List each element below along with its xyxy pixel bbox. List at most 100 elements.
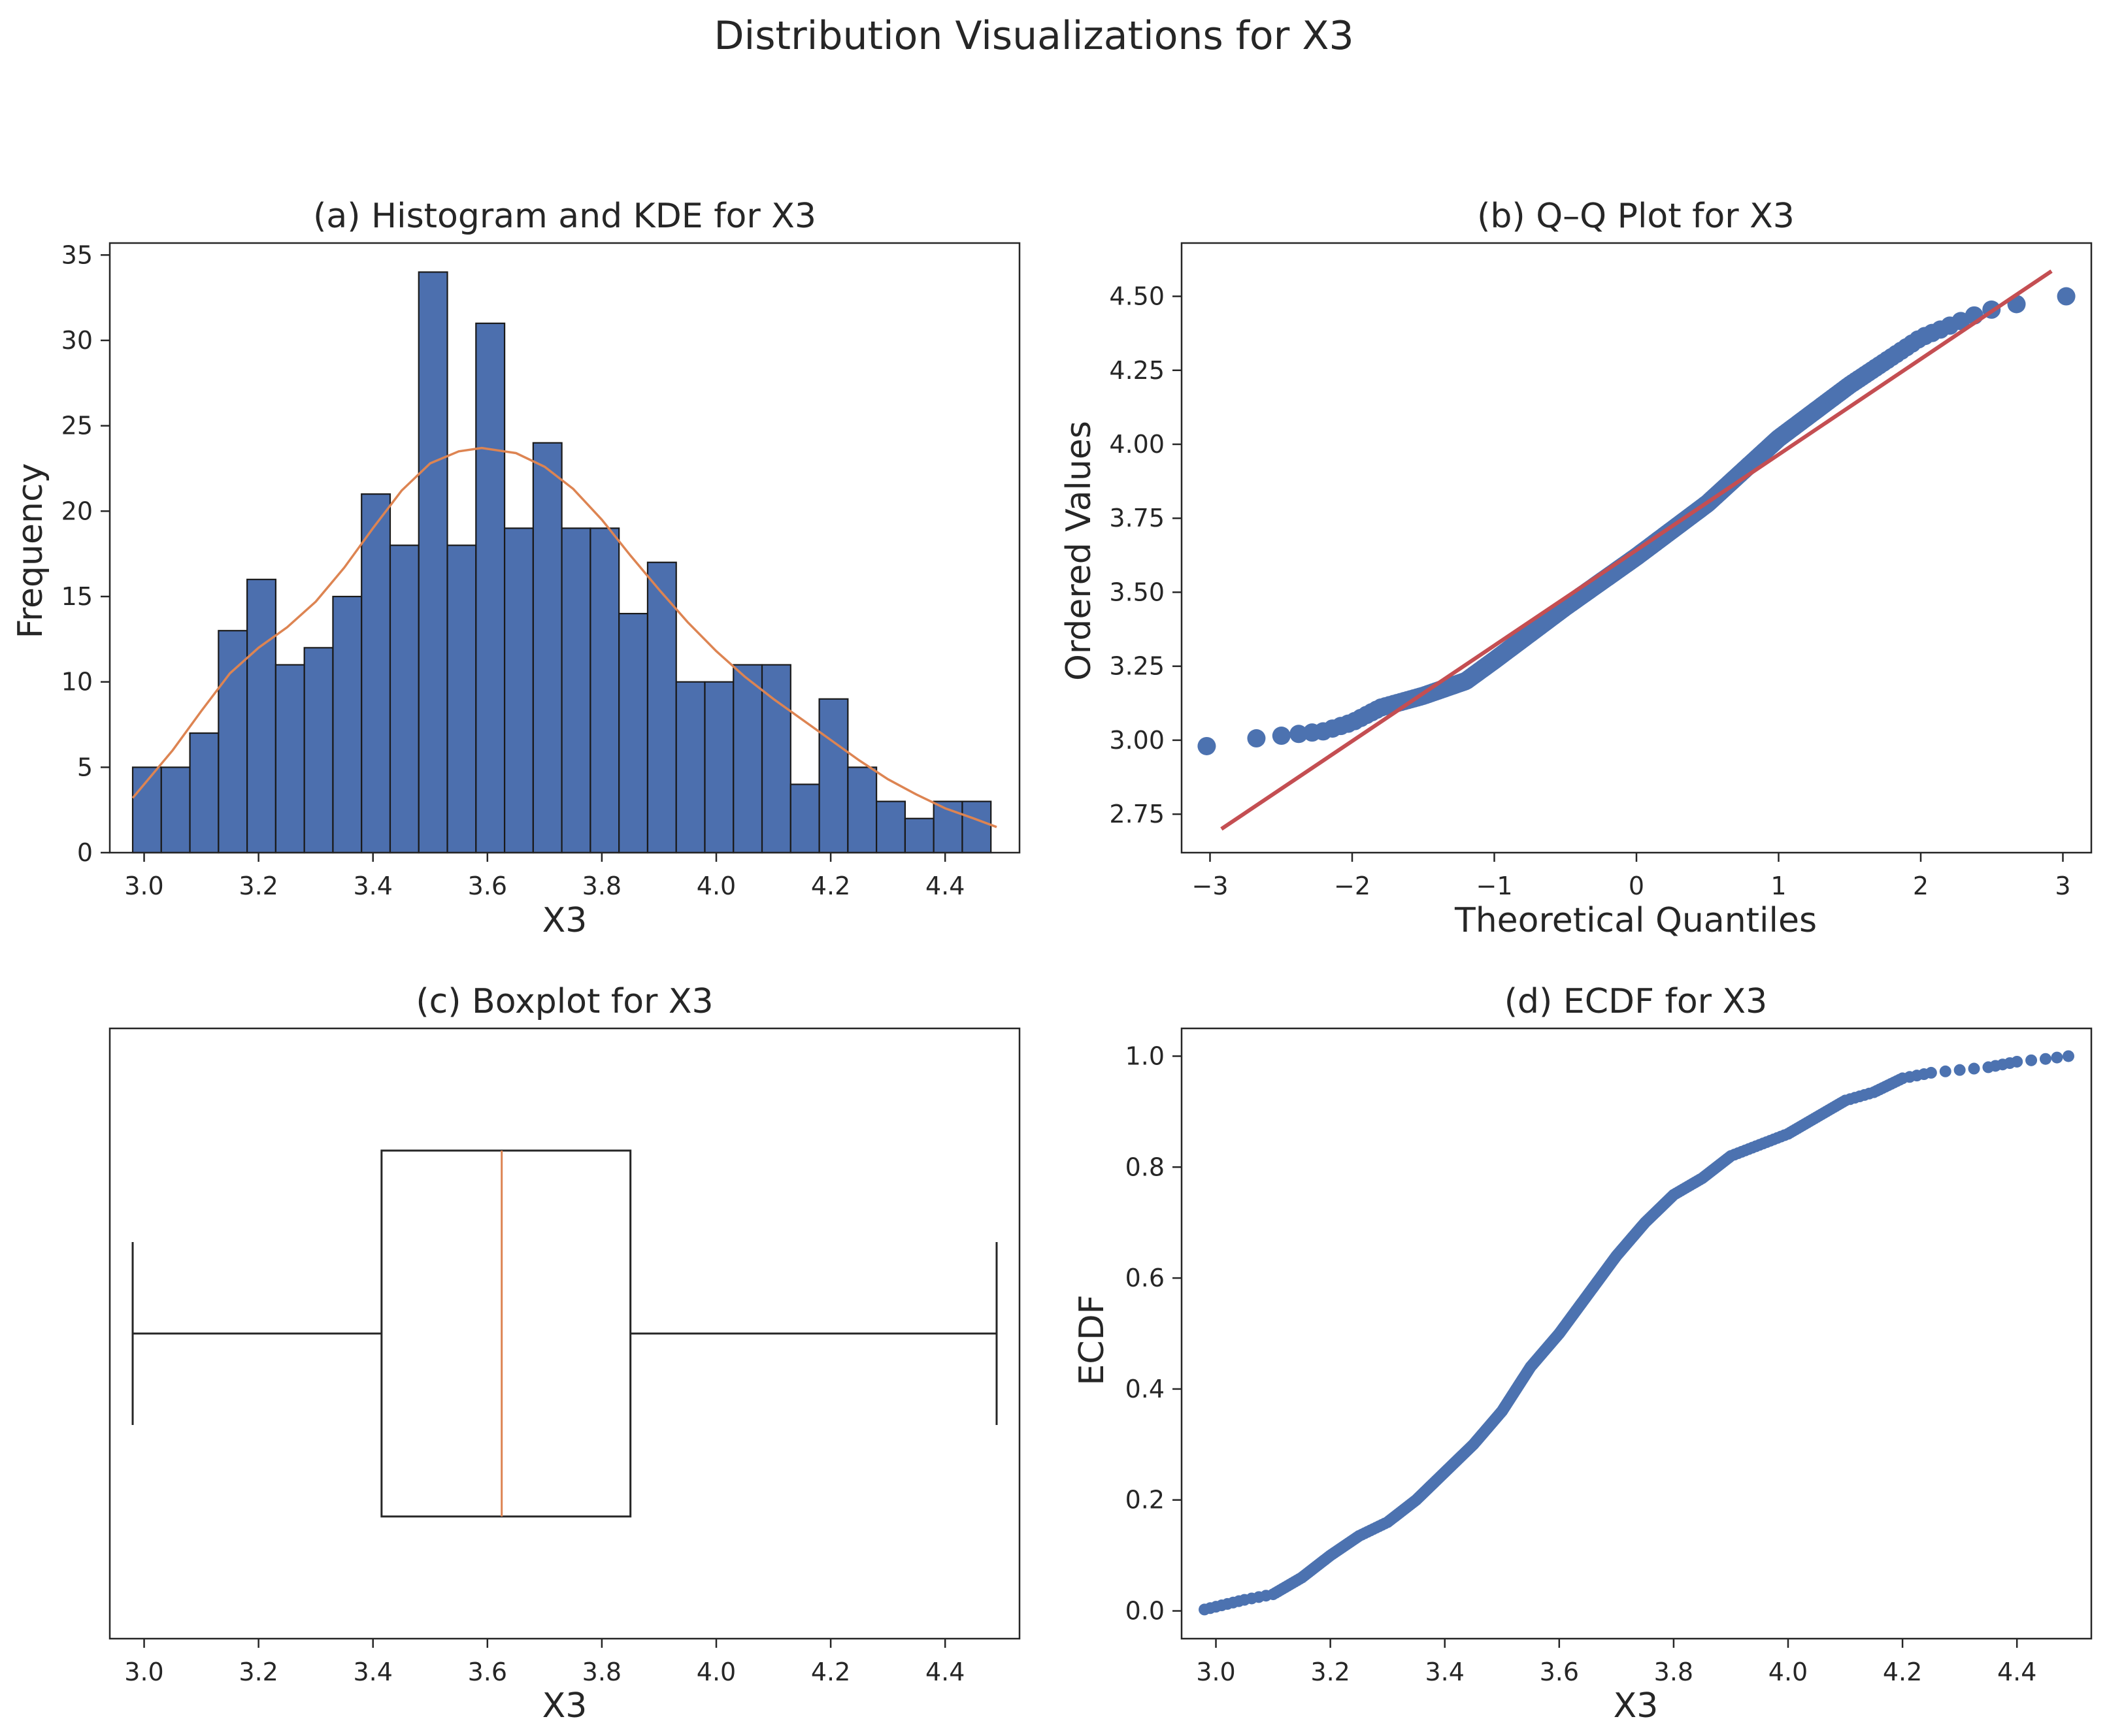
histogram-y-tick-label: 15 — [61, 582, 93, 611]
qq-x-tick-label: 0 — [1629, 872, 1644, 900]
boxplot-x-label: X3 — [542, 1686, 588, 1726]
ecdf-point — [2011, 1055, 2023, 1068]
qq-x-ticks: −3 −2 −1 0 1 2 3 — [1191, 853, 2071, 900]
ecdf-y-tick-label: 0.0 — [1125, 1597, 1165, 1626]
qq-x-tick-label: 1 — [1770, 872, 1786, 900]
histogram-bar — [475, 322, 506, 854]
ecdf-point — [2051, 1051, 2063, 1064]
histogram-y-tick-label: 25 — [61, 412, 93, 440]
histogram-bar — [361, 493, 391, 854]
histogram-x-tick-label: 3.6 — [468, 872, 507, 900]
histogram-bar — [789, 783, 820, 854]
qq-y-tick-label: 3.75 — [1109, 504, 1165, 532]
ecdf-point — [1953, 1064, 1966, 1076]
qq-reference-line — [1220, 269, 2053, 831]
histogram-y-tick-label: 5 — [77, 753, 93, 781]
ecdf-x-tick-label: 3.2 — [1310, 1658, 1350, 1686]
ecdf-x-tick-label: 3.0 — [1196, 1658, 1235, 1686]
boxplot-title: (c) Boxplot for X3 — [416, 982, 713, 1021]
iqr-box — [380, 1149, 632, 1518]
ecdf-y-tick-label: 0.2 — [1125, 1486, 1165, 1515]
qq-point — [1272, 727, 1291, 745]
qq-x-tick-label: −3 — [1191, 872, 1228, 900]
qq-y-tick-label: 3.25 — [1109, 652, 1165, 681]
histogram-title: (a) Histogram and KDE for X3 — [313, 197, 816, 236]
histogram-bar — [961, 800, 992, 854]
qq-y-tick-label: 4.00 — [1109, 430, 1165, 459]
histogram-bar — [503, 527, 534, 854]
ecdf-y-ticks: 0.0 0.2 0.4 0.6 0.8 1.0 — [1125, 1041, 1182, 1626]
qq-y-tick-label: 4.50 — [1109, 282, 1165, 311]
boxplot-x-tick-label: 3.2 — [239, 1658, 278, 1686]
qq-point — [1289, 725, 1308, 744]
ecdf-point — [2025, 1054, 2038, 1066]
histogram-bar — [818, 698, 849, 854]
ecdf-point — [1968, 1062, 1980, 1075]
histogram-bar — [532, 442, 563, 854]
histogram-bar — [904, 817, 935, 854]
ecdf-x-tick-label: 3.4 — [1425, 1658, 1464, 1686]
histogram-x-tick-label: 4.4 — [925, 872, 965, 900]
histogram-x-tick-label: 3.0 — [124, 872, 163, 900]
histogram-bar — [704, 681, 735, 854]
qq-points — [1197, 287, 2076, 755]
histogram-bar — [160, 766, 191, 854]
histogram-bar — [274, 664, 305, 854]
ecdf-y-label: ECDF — [1072, 1294, 1112, 1385]
histogram-x-tick-label: 4.0 — [697, 872, 736, 900]
histogram-bar — [733, 664, 763, 854]
ecdf-y-tick-label: 0.8 — [1125, 1153, 1165, 1181]
ecdf-point — [1939, 1065, 1951, 1077]
qq-x-tick-label: 2 — [1913, 872, 1929, 900]
histogram-bar — [332, 595, 363, 854]
boxplot-x-tick-label: 3.8 — [582, 1658, 622, 1686]
histogram-bar — [589, 527, 620, 854]
histogram-bar — [246, 578, 276, 854]
qq-x-tick-label: 3 — [2055, 872, 2070, 900]
ecdf-x-ticks: 3.0 3.2 3.4 3.6 3.8 4.0 4.2 4.4 — [1196, 1639, 2036, 1686]
boxplot — [131, 1149, 998, 1518]
qq-y-tick-label: 3.00 — [1109, 726, 1165, 755]
ecdf-x-tick-label: 4.2 — [1883, 1658, 1922, 1686]
qq-x-tick-label: −2 — [1334, 872, 1370, 900]
histogram-bar — [618, 613, 649, 854]
boxplot-x-tick-label: 4.2 — [811, 1658, 850, 1686]
ecdf-axes-frame — [1180, 1027, 2093, 1640]
qq-x-tick-label: −1 — [1476, 872, 1512, 900]
histogram-x-tick-label: 3.4 — [353, 872, 392, 900]
histogram-bar — [446, 544, 477, 854]
qq-point — [1247, 729, 1266, 748]
histogram-x-tick-label: 3.8 — [582, 872, 622, 900]
histogram-y-tick-label: 20 — [61, 497, 93, 525]
histogram-x-label: X3 — [542, 901, 588, 940]
boxplot-x-tick-label: 3.4 — [353, 1658, 392, 1686]
ecdf-y-tick-label: 0.4 — [1125, 1375, 1165, 1403]
histogram-bar — [876, 800, 906, 854]
ecdf-y-tick-label: 1.0 — [1125, 1041, 1165, 1070]
ecdf-points — [1199, 1050, 2074, 1616]
histogram-x-tick-label: 3.2 — [239, 872, 278, 900]
histogram-bar — [675, 681, 706, 854]
histogram-y-ticks: 0 5 10 15 20 25 30 35 — [61, 240, 110, 867]
histogram-y-tick-label: 10 — [61, 668, 93, 696]
ecdf-title: (d) ECDF for X3 — [1504, 982, 1768, 1021]
histogram-x-ticks: 3.0 3.2 3.4 3.6 3.8 4.0 4.2 4.4 — [124, 853, 965, 900]
panel-ecdf: (d) ECDF for X3 3.0 3.2 3.4 3.6 3.8 4.0 4.2 4.4… — [1072, 982, 2093, 1726]
boxplot-x-tick-label: 4.4 — [925, 1658, 965, 1686]
histogram-y-tick-label: 35 — [61, 240, 93, 269]
histogram-bar — [303, 647, 334, 854]
kde-curve — [131, 446, 997, 828]
histogram-y-tick-label: 0 — [77, 838, 93, 867]
qq-y-tick-label: 3.50 — [1109, 578, 1165, 606]
ecdf-x-tick-label: 4.0 — [1768, 1658, 1808, 1686]
ecdf-y-tick-label: 0.6 — [1125, 1264, 1165, 1292]
histogram-bar — [561, 527, 591, 854]
panel-boxplot: (c) Boxplot for X3 3.0 3.2 3.4 3.6 3.8 4.0 4.2… — [108, 982, 1021, 1726]
boxplot-x-tick-label: 3.6 — [468, 1658, 507, 1686]
histogram-axes-frame — [108, 242, 1021, 854]
ecdf-x-tick-label: 3.8 — [1654, 1658, 1693, 1686]
qq-point — [1197, 736, 1216, 755]
qq-y-tick-label: 2.75 — [1109, 800, 1165, 828]
boxplot-x-tick-label: 4.0 — [697, 1658, 736, 1686]
